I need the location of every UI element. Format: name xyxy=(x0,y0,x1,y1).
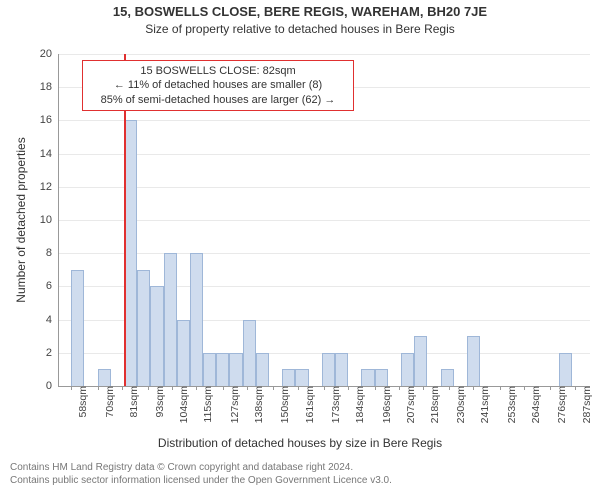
x-tick-label: 127sqm xyxy=(227,386,241,423)
histogram-bar xyxy=(467,336,480,386)
x-tick-mark xyxy=(500,386,501,390)
x-tick-label: 93sqm xyxy=(152,386,166,418)
histogram-bar xyxy=(401,353,414,386)
footer-line-2: Contains public sector information licen… xyxy=(10,475,392,488)
x-tick-mark xyxy=(423,386,424,390)
x-tick-mark xyxy=(247,386,248,390)
x-tick-mark xyxy=(524,386,525,390)
x-tick-label: 276sqm xyxy=(554,386,568,423)
x-tick-mark xyxy=(550,386,551,390)
histogram-bar xyxy=(150,286,163,386)
callout-line-2: ← 11% of detached houses are smaller (8) xyxy=(89,78,347,92)
subject-callout: 15 BOSWELLS CLOSE: 82sqm← 11% of detache… xyxy=(82,60,354,111)
x-tick-mark xyxy=(324,386,325,390)
x-tick-label: 253sqm xyxy=(504,386,518,423)
histogram-bar xyxy=(203,353,216,386)
gridline xyxy=(58,120,590,121)
histogram-bar xyxy=(98,369,111,386)
histogram-bar xyxy=(216,353,229,386)
x-tick-mark xyxy=(449,386,450,390)
y-tick-label: 10 xyxy=(40,214,58,226)
y-tick-label: 12 xyxy=(40,181,58,193)
histogram-bar xyxy=(137,270,150,386)
histogram-bar xyxy=(441,369,454,386)
x-tick-mark xyxy=(298,386,299,390)
callout-line-3: 85% of semi-detached houses are larger (… xyxy=(89,93,347,107)
histogram-bar xyxy=(375,369,388,386)
x-tick-label: 196sqm xyxy=(379,386,393,423)
y-tick-label: 14 xyxy=(40,148,58,160)
histogram-bar xyxy=(414,336,427,386)
x-tick-mark xyxy=(71,386,72,390)
x-tick-mark xyxy=(196,386,197,390)
histogram-bar xyxy=(177,320,190,386)
y-tick-label: 4 xyxy=(46,314,58,326)
histogram-bar xyxy=(282,369,295,386)
gridline xyxy=(58,154,590,155)
histogram-bar xyxy=(559,353,572,386)
footer-line-1: Contains HM Land Registry data © Crown c… xyxy=(10,462,392,475)
histogram-bar xyxy=(295,369,308,386)
x-tick-mark xyxy=(273,386,274,390)
footer-attribution: Contains HM Land Registry data © Crown c… xyxy=(10,462,392,487)
histogram-bar xyxy=(361,369,374,386)
gridline xyxy=(58,187,590,188)
page-subtitle: Size of property relative to detached ho… xyxy=(0,22,600,36)
x-tick-mark xyxy=(348,386,349,390)
x-tick-mark xyxy=(399,386,400,390)
x-tick-label: 138sqm xyxy=(251,386,265,423)
y-tick-label: 0 xyxy=(46,380,58,392)
x-tick-label: 115sqm xyxy=(200,386,214,423)
gridline xyxy=(58,220,590,221)
x-tick-mark xyxy=(148,386,149,390)
histogram-bar xyxy=(71,270,84,386)
histogram-bar xyxy=(164,253,177,386)
callout-line-1: 15 BOSWELLS CLOSE: 82sqm xyxy=(89,64,347,78)
x-tick-label: 81sqm xyxy=(126,386,140,418)
histogram-bar xyxy=(322,353,335,386)
y-tick-label: 18 xyxy=(40,81,58,93)
x-tick-mark xyxy=(223,386,224,390)
x-axis-label: Distribution of detached houses by size … xyxy=(0,436,600,450)
x-tick-mark xyxy=(473,386,474,390)
x-tick-mark xyxy=(122,386,123,390)
x-tick-label: 184sqm xyxy=(352,386,366,423)
gridline xyxy=(58,54,590,55)
x-tick-mark xyxy=(575,386,576,390)
x-tick-label: 241sqm xyxy=(477,386,491,423)
x-tick-mark xyxy=(98,386,99,390)
y-tick-label: 16 xyxy=(40,114,58,126)
x-tick-label: 58sqm xyxy=(75,386,89,418)
x-tick-mark xyxy=(172,386,173,390)
y-tick-label: 20 xyxy=(40,48,58,60)
histogram-bar xyxy=(335,353,348,386)
y-axis-line xyxy=(58,54,59,386)
histogram-bar xyxy=(190,253,203,386)
y-tick-label: 6 xyxy=(46,280,58,292)
x-tick-label: 287sqm xyxy=(579,386,593,423)
figure: { "layout": { "width": 600, "height": 50… xyxy=(0,0,600,500)
x-tick-label: 230sqm xyxy=(453,386,467,423)
gridline xyxy=(58,253,590,254)
y-axis-label: Number of detached properties xyxy=(14,54,28,386)
x-tick-label: 173sqm xyxy=(328,386,342,423)
x-tick-label: 218sqm xyxy=(427,386,441,423)
x-tick-label: 264sqm xyxy=(528,386,542,423)
histogram-bar xyxy=(243,320,256,386)
y-tick-label: 2 xyxy=(46,347,58,359)
y-tick-label: 8 xyxy=(46,247,58,259)
x-tick-label: 70sqm xyxy=(102,386,116,418)
x-tick-label: 104sqm xyxy=(176,386,190,423)
x-tick-label: 150sqm xyxy=(277,386,291,423)
histogram-bar xyxy=(256,353,269,386)
x-tick-mark xyxy=(375,386,376,390)
page-title: 15, BOSWELLS CLOSE, BERE REGIS, WAREHAM,… xyxy=(0,4,600,19)
x-tick-label: 161sqm xyxy=(302,386,316,423)
histogram-bar xyxy=(229,353,242,386)
x-tick-label: 207sqm xyxy=(403,386,417,423)
